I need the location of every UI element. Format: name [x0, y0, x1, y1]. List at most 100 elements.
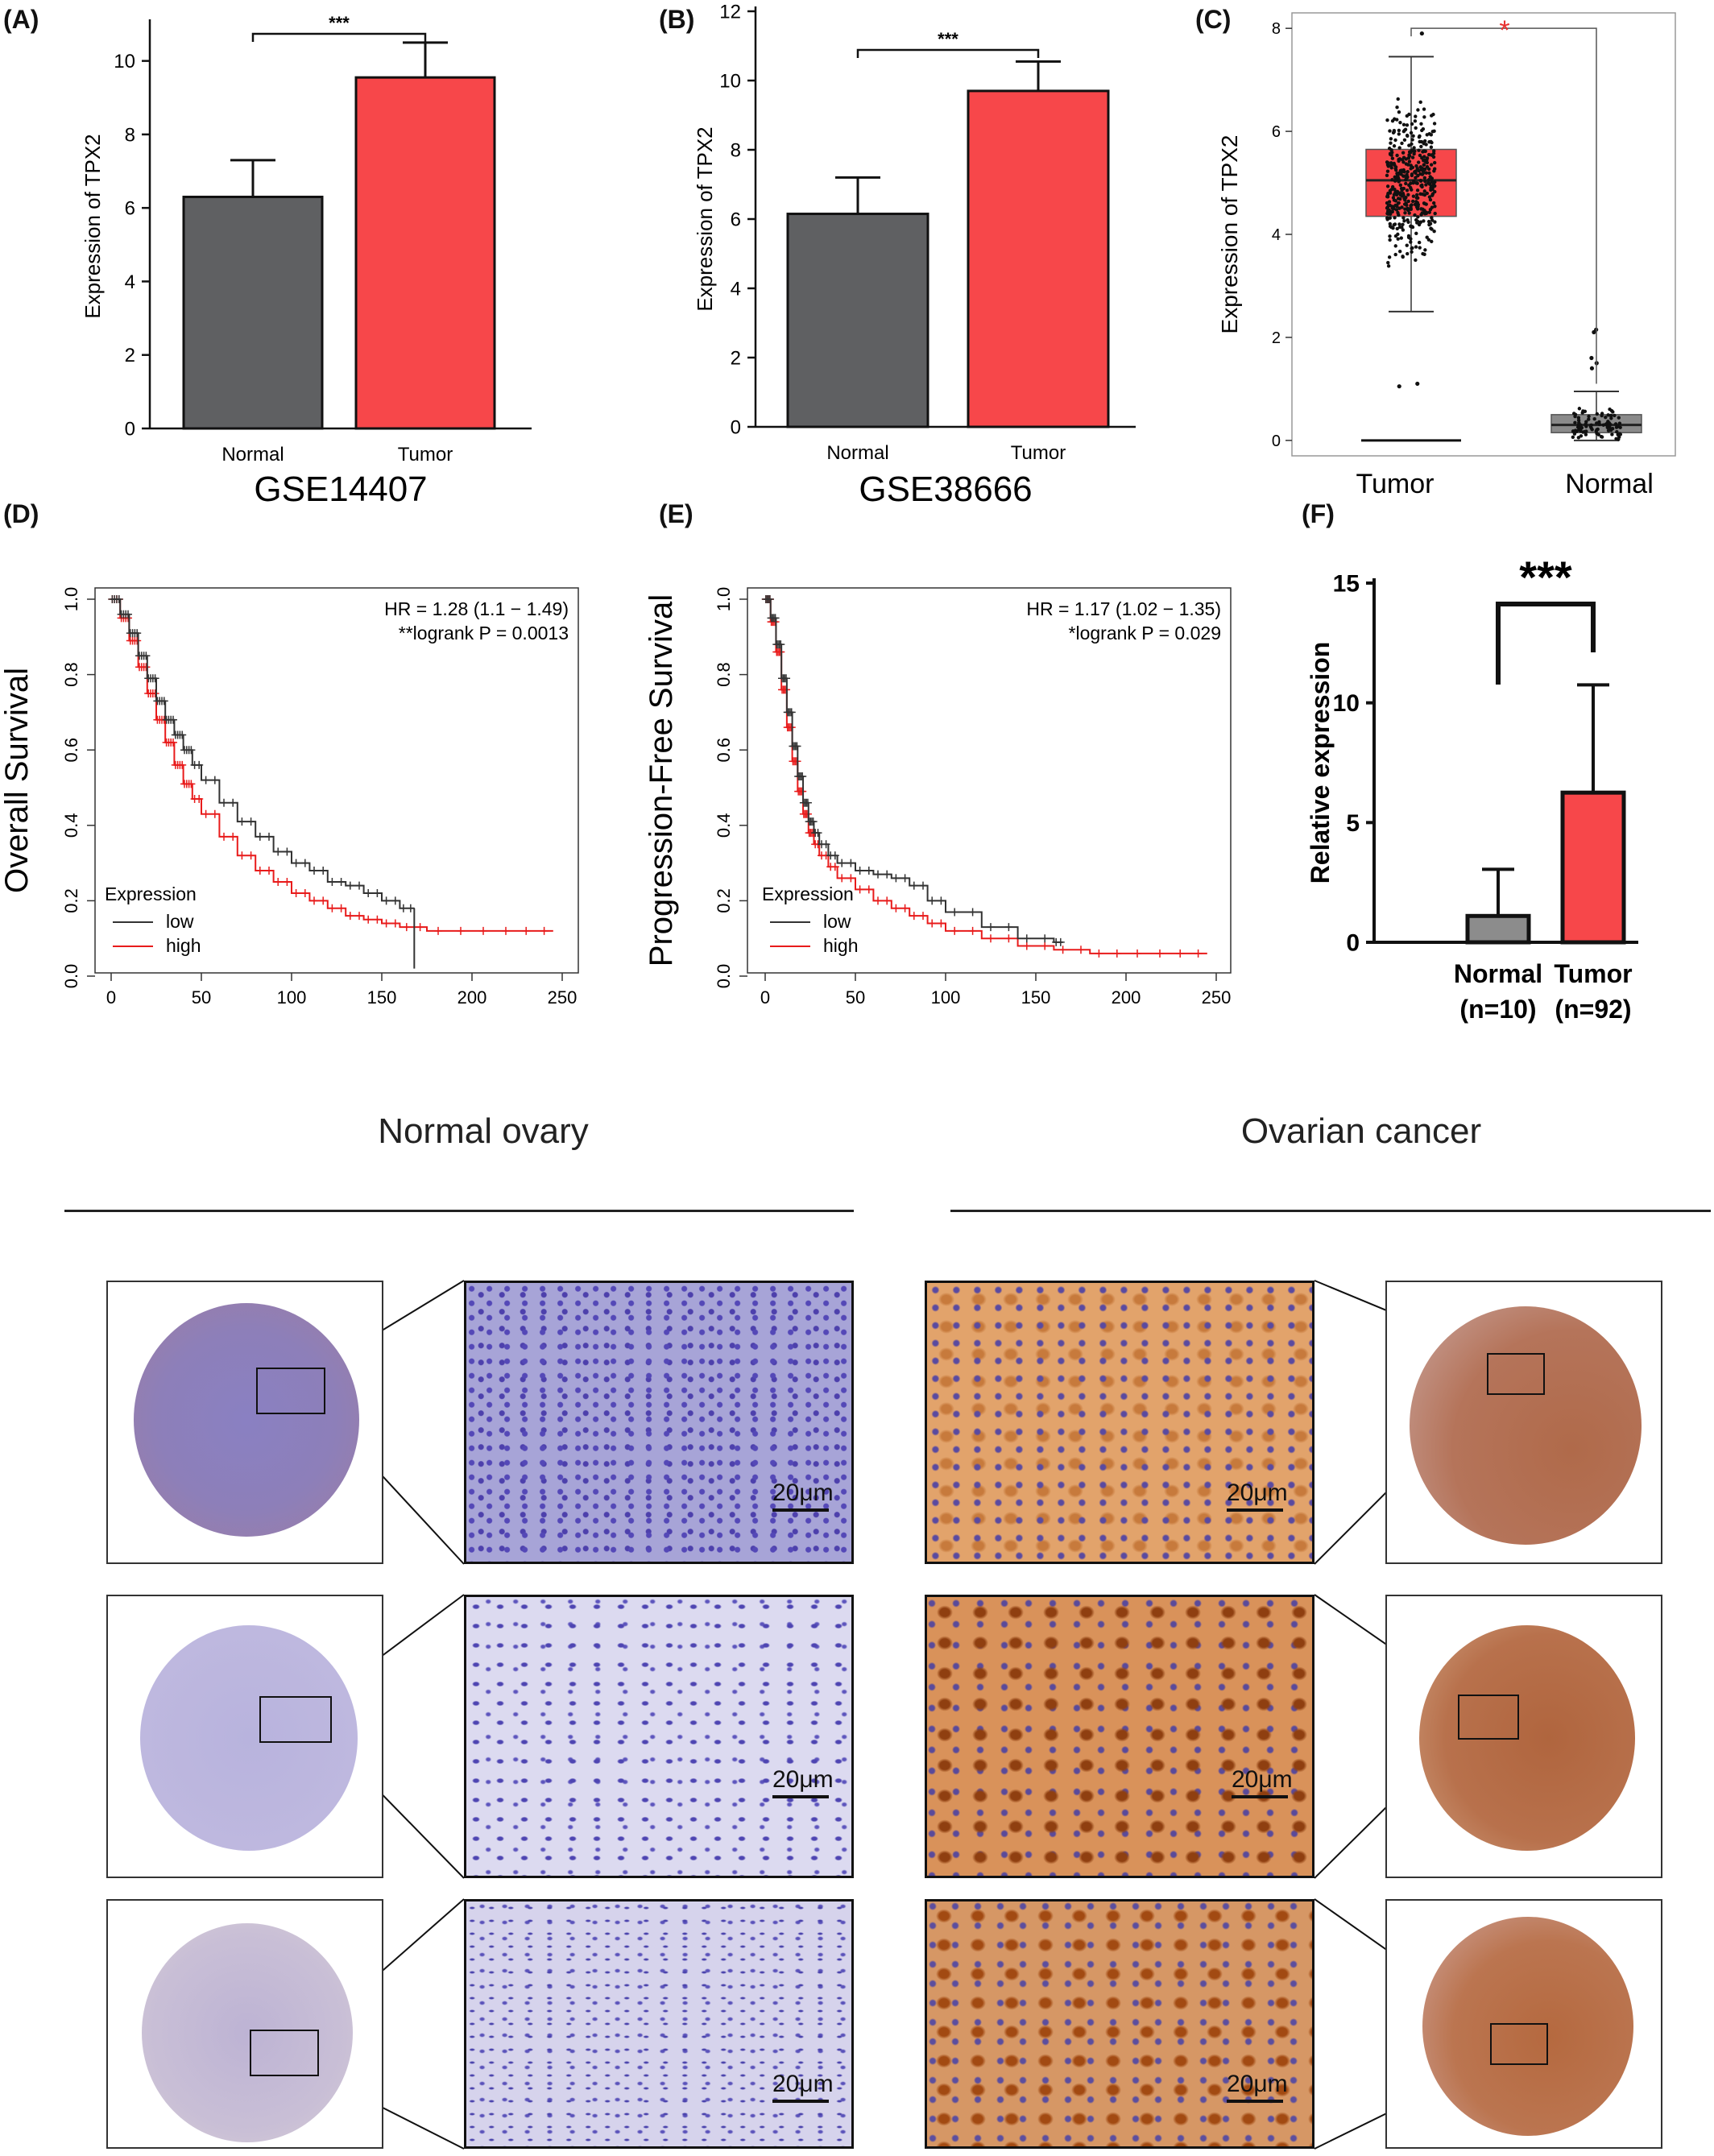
censor-mark — [382, 919, 391, 928]
bar-tumor — [354, 76, 496, 430]
data-point — [1385, 160, 1389, 164]
data-point — [1414, 203, 1418, 207]
panel-label-e: (E) — [659, 499, 693, 528]
panel-label-d: (D) — [3, 499, 39, 528]
data-point — [1430, 239, 1434, 244]
data-point — [1405, 114, 1410, 118]
normal-core-3-frame — [106, 1899, 383, 2149]
censor-mark — [793, 742, 801, 751]
hr-annotation: **logrank P = 0.0013 — [399, 623, 569, 643]
y-tick-label: 4 — [1272, 226, 1281, 244]
bar-tumor — [967, 89, 1110, 428]
data-point — [1410, 199, 1415, 204]
data-point — [1419, 122, 1423, 126]
data-point — [1391, 226, 1395, 230]
data-point — [1607, 421, 1612, 425]
data-point — [1424, 143, 1428, 147]
scale-bar-normal-3: 20μm — [772, 2071, 834, 2103]
normal-core-3 — [142, 1923, 353, 2142]
y-axis-label: Relative expression — [1306, 642, 1335, 884]
data-point — [1414, 231, 1418, 236]
censor-mark — [255, 866, 264, 875]
data-point — [1397, 132, 1401, 136]
data-point — [1587, 414, 1591, 419]
data-point — [1429, 145, 1434, 149]
censor-mark — [142, 652, 151, 660]
cancer-zoom-1: 20μm — [925, 1281, 1314, 1564]
data-point — [1413, 213, 1417, 217]
cancer-core-2-roi — [1458, 1695, 1519, 1740]
data-point — [1409, 240, 1413, 244]
data-point — [1402, 219, 1406, 223]
censor-mark — [457, 926, 465, 935]
bar-tumor — [1560, 790, 1626, 945]
data-point — [1410, 173, 1414, 178]
data-point — [1425, 235, 1429, 239]
data-point — [1419, 207, 1423, 211]
censor-mark — [310, 896, 318, 905]
data-point — [1406, 199, 1410, 204]
data-point — [1393, 216, 1397, 220]
plot-frame — [747, 587, 1232, 974]
plot-frame — [94, 587, 579, 974]
data-point — [1389, 141, 1393, 145]
data-point — [1604, 416, 1608, 420]
data-point — [1433, 205, 1437, 209]
significance-stars: *** — [938, 29, 958, 49]
censor-mark — [1022, 941, 1031, 950]
data-point — [1406, 220, 1410, 224]
data-point — [1426, 180, 1430, 185]
data-point — [1608, 413, 1613, 418]
data-point — [1432, 169, 1436, 173]
data-point — [1430, 218, 1435, 222]
censor-mark — [1176, 949, 1185, 958]
censor-mark — [238, 817, 246, 826]
data-point — [1432, 129, 1436, 133]
censor-mark — [540, 926, 549, 935]
censor-mark — [522, 926, 531, 935]
y-tick-label: 0.0 — [714, 964, 734, 989]
data-point — [1411, 180, 1415, 185]
data-point — [1389, 163, 1393, 168]
data-point — [1601, 423, 1605, 427]
censor-mark — [355, 881, 363, 890]
normal-zoom-1: 20μm — [464, 1281, 854, 1564]
data-point — [1422, 107, 1426, 111]
x-tick-label: Normal — [221, 444, 284, 466]
data-point — [1396, 237, 1400, 241]
data-point — [1581, 409, 1585, 413]
data-point — [1427, 221, 1431, 226]
scale-bar-cancer-2: 20μm — [1232, 1766, 1293, 1798]
data-point — [1605, 425, 1610, 430]
data-point — [1592, 417, 1596, 421]
censor-mark — [1095, 949, 1103, 958]
data-point — [1392, 144, 1397, 148]
censor-mark — [151, 689, 159, 697]
data-point — [1395, 204, 1399, 209]
data-point — [1414, 181, 1418, 185]
normal-section-rule — [64, 1210, 854, 1212]
data-point — [1392, 222, 1396, 227]
censor-mark — [142, 663, 151, 672]
data-point — [1606, 413, 1610, 417]
data-point — [1577, 407, 1582, 411]
data-point — [1397, 222, 1401, 226]
censor-mark — [283, 847, 292, 856]
jitter-points-tumor — [1385, 97, 1437, 268]
y-tick-label: 0.8 — [714, 662, 734, 687]
censor-mark — [950, 926, 959, 935]
y-tick-label: 8 — [1272, 20, 1281, 38]
censor-mark — [292, 859, 300, 867]
censor-mark — [195, 760, 204, 769]
data-point — [1414, 245, 1418, 249]
x-tick-label: Normal — [1454, 959, 1542, 988]
data-point — [1617, 421, 1622, 425]
censor-mark — [114, 595, 123, 603]
chart-f-relative-expression: 0 5 10 15 Relative expression Normal (n=10) Tum… — [1306, 552, 1638, 1024]
data-point — [1573, 428, 1578, 432]
y-tick-label: 8 — [125, 124, 135, 146]
data-point — [1416, 108, 1420, 112]
censor-mark — [178, 760, 187, 769]
hr-annotation: HR = 1.28 (1.1 − 1.49) — [384, 598, 569, 619]
data-point — [1404, 162, 1409, 166]
